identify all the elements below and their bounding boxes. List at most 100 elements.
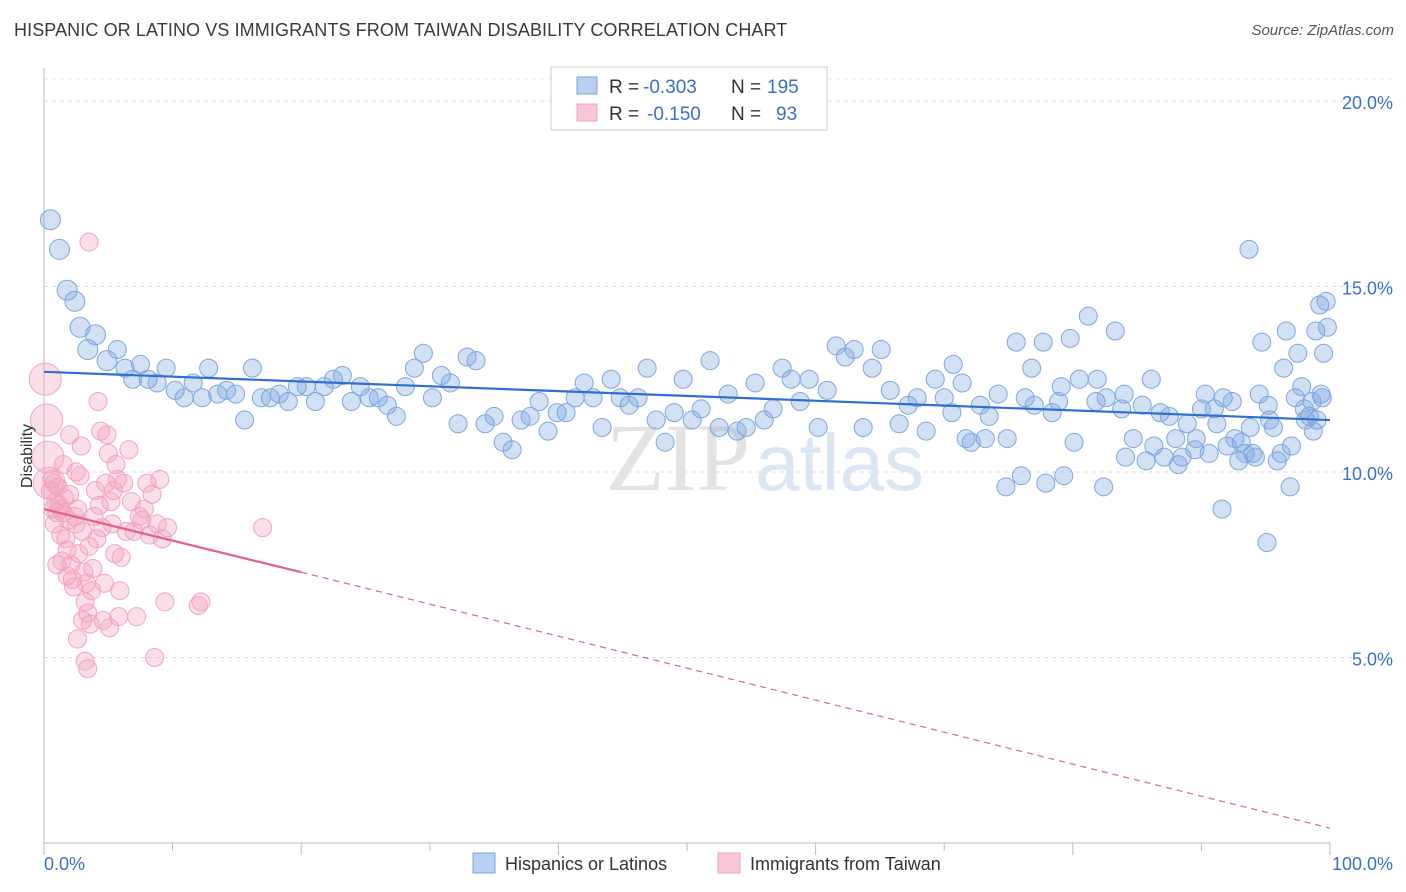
point-hispanic xyxy=(192,388,212,408)
point-hispanic xyxy=(1239,239,1259,259)
point-taiwan xyxy=(106,455,126,475)
point-hispanic xyxy=(1316,291,1336,311)
point-taiwan xyxy=(67,629,87,649)
point-hispanic xyxy=(1054,466,1074,486)
point-hispanic xyxy=(1024,395,1044,415)
point-taiwan xyxy=(114,473,134,493)
point-hispanic xyxy=(1281,436,1301,456)
point-hispanic xyxy=(592,417,612,437)
point-taiwan xyxy=(48,477,68,497)
point-hispanic xyxy=(1114,384,1134,404)
point-hispanic xyxy=(1116,447,1136,467)
point-hispanic xyxy=(96,350,118,372)
point-hispanic xyxy=(226,384,246,404)
point-hispanic xyxy=(808,417,828,437)
y-axis-ticks: 5.0% 10.0% 15.0% 20.0% xyxy=(1342,93,1393,670)
point-hispanic xyxy=(386,406,406,426)
stats-legend: R = -0.303 N = 195 R = -0.150 N = 93 xyxy=(550,66,828,131)
point-taiwan xyxy=(98,443,118,463)
point-hispanic xyxy=(242,358,262,378)
point-hispanic xyxy=(1271,443,1291,463)
point-hispanic xyxy=(1006,332,1026,352)
point-taiwan xyxy=(101,492,121,512)
point-hispanic xyxy=(736,417,756,437)
point-hispanic xyxy=(1195,384,1215,404)
point-taiwan xyxy=(142,484,162,504)
legend-n-label-1: N = xyxy=(731,77,761,98)
point-hispanic xyxy=(1280,477,1300,497)
point-taiwan xyxy=(94,573,114,593)
point-hispanic xyxy=(934,388,954,408)
point-taiwan xyxy=(103,481,123,501)
point-hispanic xyxy=(64,290,86,312)
point-taiwan xyxy=(75,592,95,612)
point-hispanic xyxy=(305,391,325,411)
point-hispanic xyxy=(1087,369,1107,389)
y-tick-label: 5.0% xyxy=(1352,649,1393,669)
legend-r-value-1: -0.303 xyxy=(643,77,697,98)
point-taiwan xyxy=(87,529,107,549)
point-hispanic xyxy=(996,477,1016,497)
point-hispanic xyxy=(1302,391,1322,411)
legend-n-label-2: N = xyxy=(731,104,761,125)
legend-swatch-hispanic xyxy=(576,76,598,95)
point-taiwan xyxy=(89,495,109,515)
point-taiwan xyxy=(88,391,108,411)
point-taiwan xyxy=(70,466,90,486)
point-taiwan xyxy=(64,577,84,597)
axes xyxy=(43,68,1331,855)
chart-title: HISPANIC OR LATINO VS IMMIGRANTS FROM TA… xyxy=(14,20,788,40)
point-hispanic xyxy=(1159,406,1179,426)
point-hispanic xyxy=(1310,295,1330,315)
point-hispanic xyxy=(1051,377,1071,397)
point-taiwan xyxy=(155,592,175,612)
point-taiwan xyxy=(188,596,208,616)
point-taiwan xyxy=(53,455,73,475)
point-hispanic xyxy=(673,369,693,389)
point-taiwan xyxy=(97,425,117,445)
point-hispanic xyxy=(332,366,352,386)
point-hispanic xyxy=(1036,473,1056,493)
point-taiwan xyxy=(62,570,82,590)
point-hispanic xyxy=(975,429,995,449)
point-taiwan xyxy=(127,607,147,627)
point-hispanic xyxy=(889,414,909,434)
point-taiwan xyxy=(30,403,64,437)
point-taiwan xyxy=(75,651,95,671)
bottom-legend-label-taiwan: Immigrants from Taiwan xyxy=(750,854,941,874)
point-taiwan xyxy=(105,544,125,564)
point-hispanic xyxy=(1064,432,1084,452)
point-hispanic xyxy=(862,358,882,378)
point-hispanic xyxy=(1042,403,1062,423)
y-axis-label: Disability xyxy=(19,424,36,488)
point-taiwan xyxy=(60,484,80,504)
chart-source: Source: ZipAtlas.com xyxy=(1251,22,1394,39)
point-hispanic xyxy=(341,391,361,411)
point-hispanic xyxy=(1225,429,1245,449)
point-hispanic xyxy=(781,369,801,389)
point-taiwan xyxy=(110,581,130,601)
point-hispanic xyxy=(1094,477,1114,497)
point-hispanic xyxy=(1217,436,1237,456)
y-tick-label: 10.0% xyxy=(1342,464,1393,484)
trend-lines xyxy=(43,370,1331,829)
point-hispanic xyxy=(979,406,999,426)
point-hispanic xyxy=(1096,388,1116,408)
point-hispanic xyxy=(853,417,873,437)
point-hispanic xyxy=(844,340,864,360)
point-hispanic xyxy=(871,340,891,360)
point-hispanic xyxy=(1060,328,1080,348)
point-taiwan xyxy=(191,592,211,612)
point-hispanic xyxy=(1222,391,1242,411)
point-taiwan xyxy=(69,544,89,564)
point-hispanic xyxy=(1257,532,1277,552)
point-hispanic xyxy=(799,369,819,389)
point-hispanic xyxy=(961,432,981,452)
point-taiwan xyxy=(134,499,154,519)
point-hispanic xyxy=(107,340,127,360)
point-hispanic xyxy=(1022,358,1042,378)
point-hispanic xyxy=(147,373,167,393)
point-hispanic xyxy=(628,388,648,408)
point-hispanic xyxy=(199,358,219,378)
point-hispanic xyxy=(1240,417,1260,437)
